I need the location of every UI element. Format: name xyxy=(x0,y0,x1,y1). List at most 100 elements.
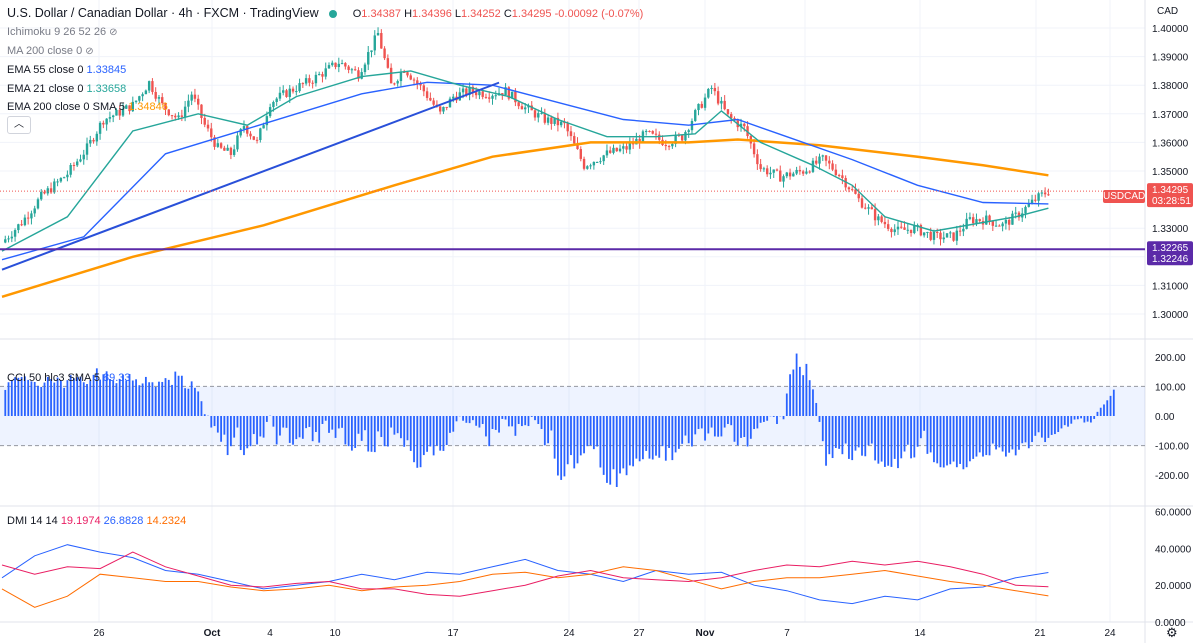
price-tick: 1.37000 xyxy=(1152,110,1189,121)
candle-body xyxy=(988,215,991,222)
currency-label: CAD xyxy=(1157,6,1178,17)
candle-body xyxy=(347,66,350,70)
legend-cci[interactable]: CCI 50 hlc3 SMA 5 89.33 xyxy=(7,372,131,384)
time-tick: 27 xyxy=(633,628,645,639)
legend-ema55[interactable]: EMA 55 close 0 1.33845 xyxy=(7,64,127,76)
candle-body xyxy=(406,72,409,76)
candle-body xyxy=(877,216,880,221)
candle-body xyxy=(494,95,497,97)
candle-body xyxy=(644,130,648,132)
candle-body xyxy=(952,232,955,241)
ema55-value: 1.33845 xyxy=(86,64,127,76)
candle-body xyxy=(154,91,157,99)
candle-body xyxy=(900,226,903,228)
candle-body xyxy=(595,161,599,163)
dmi-tick: 40.0000 xyxy=(1155,544,1192,555)
candle-body xyxy=(991,221,995,226)
candle-body xyxy=(177,115,180,118)
candle-body xyxy=(360,72,363,79)
candle-body xyxy=(792,173,795,177)
candle-body xyxy=(89,139,92,144)
legend-ichimoku[interactable]: Ichimoku 9 26 52 26 ⊘ xyxy=(7,26,118,38)
hidden-eye-icon[interactable]: ⊘ xyxy=(109,27,118,38)
candle-body xyxy=(197,98,200,105)
candle-body xyxy=(932,231,936,240)
last-price-tag xyxy=(1147,183,1193,208)
price-tick: 1.39000 xyxy=(1152,53,1189,64)
candle-body xyxy=(942,237,945,240)
candle-body xyxy=(893,229,896,233)
candle-body xyxy=(213,137,216,147)
candle-body xyxy=(756,154,759,165)
candle-body xyxy=(684,131,687,141)
candle-body xyxy=(697,103,700,111)
candle-body xyxy=(752,143,756,155)
candle-body xyxy=(550,117,553,124)
price-tick: 1.30000 xyxy=(1152,310,1189,321)
ema200-line xyxy=(1,138,1049,298)
symbol-title[interactable]: U.S. Dollar / Canadian Dollar · 4h · FXC… xyxy=(7,6,319,20)
candle-body xyxy=(926,231,929,233)
candle-body xyxy=(612,147,615,153)
time-tick: 7 xyxy=(784,628,790,639)
candle-body xyxy=(465,88,468,95)
candle-body xyxy=(111,115,115,118)
legend-ema200[interactable]: EMA 200 close 0 SMA 5 1.34846 xyxy=(7,101,168,113)
candle-body xyxy=(66,174,69,178)
legend-dmi[interactable]: DMI 14 14 19.1974 26.8828 14.2324 xyxy=(7,515,187,527)
candle-body xyxy=(232,149,236,155)
candle-body xyxy=(295,91,298,93)
candle-body xyxy=(618,148,622,152)
candle-body xyxy=(1024,206,1027,214)
candle-body xyxy=(1017,212,1021,218)
candle-body xyxy=(128,105,131,112)
candle-body xyxy=(131,101,134,112)
candle-body xyxy=(1043,192,1047,195)
candle-body xyxy=(667,146,671,148)
legend-ema21[interactable]: EMA 21 close 0 1.33658 xyxy=(7,83,127,95)
candle-body xyxy=(278,92,282,99)
candle-body xyxy=(85,143,89,155)
candle-body xyxy=(671,143,674,147)
candle-body xyxy=(255,139,259,141)
candle-body xyxy=(419,83,422,86)
candle-body xyxy=(226,147,229,151)
candle-body xyxy=(43,191,46,194)
candle-body xyxy=(412,79,416,81)
candle-body xyxy=(609,150,612,153)
dmi-pane xyxy=(1,544,1049,608)
candle-body xyxy=(975,219,978,224)
candle-body xyxy=(841,175,844,179)
candle-body xyxy=(331,62,334,66)
candle-body xyxy=(1001,223,1004,227)
candle-body xyxy=(367,52,370,65)
candle-body xyxy=(922,232,926,236)
candle-body xyxy=(811,160,815,172)
candle-body xyxy=(589,165,592,167)
candle-body xyxy=(798,169,802,172)
candle-body xyxy=(92,139,95,142)
candle-body xyxy=(726,109,730,115)
candle-body xyxy=(873,209,877,221)
ohlc-readout: O1.34387 H1.34396 L1.34252 C1.34295 -0.0… xyxy=(352,8,644,20)
candle-body xyxy=(174,115,177,118)
hidden-eye-icon[interactable]: ⊘ xyxy=(85,46,94,57)
collapse-legend-button[interactable]: ︿ xyxy=(7,116,31,134)
candle-body xyxy=(20,224,23,226)
candle-body xyxy=(520,106,524,110)
candle-body xyxy=(553,117,556,124)
candle-body xyxy=(478,91,481,96)
legend-ma200[interactable]: MA 200 close 0 ⊘ xyxy=(7,45,94,57)
candle-body xyxy=(370,50,373,53)
candle-body xyxy=(203,117,206,125)
candle-body xyxy=(834,169,838,175)
candle-body xyxy=(994,225,998,227)
settings-gear-icon[interactable]: ⚙ xyxy=(1166,626,1178,641)
candle-body xyxy=(308,78,311,83)
market-status-icon xyxy=(328,9,337,18)
cci-tick: 200.00 xyxy=(1155,353,1186,364)
time-tick: 24 xyxy=(563,628,575,639)
hline-tag xyxy=(1147,241,1193,266)
candle-body xyxy=(484,96,488,98)
